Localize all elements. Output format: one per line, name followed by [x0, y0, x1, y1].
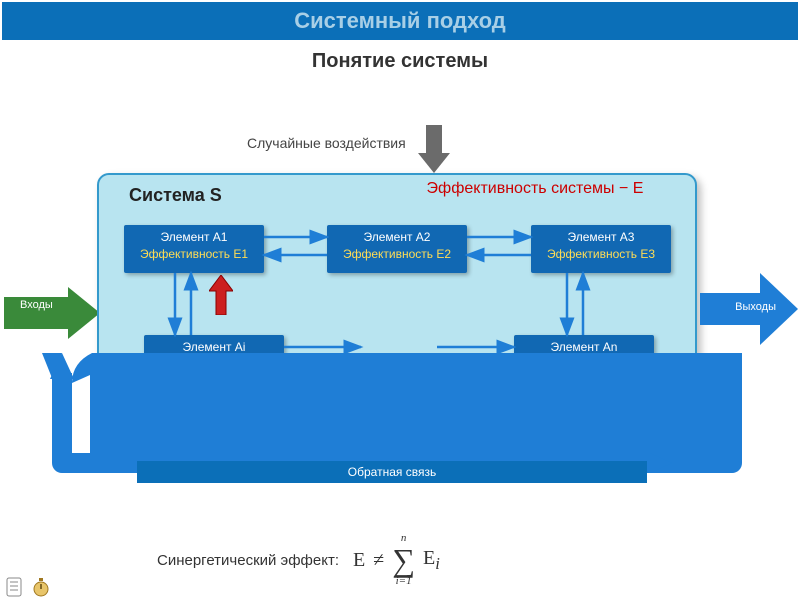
synergy-label: Синергетический эффект:	[157, 552, 339, 569]
input-label: Входы	[20, 299, 53, 311]
title-bar: Системный подход	[2, 2, 798, 40]
formula-lhs: E	[353, 549, 365, 572]
random-influence-label: Случайные воздействия	[247, 135, 406, 151]
down-arrow-icon	[414, 125, 454, 175]
subtitle: Понятие системы	[0, 50, 800, 73]
diagram-canvas: Случайные воздействия Входы Система S Эф…	[2, 73, 798, 593]
element-box: Элемент А1Эффективность Е1	[124, 225, 264, 273]
feedback-label: Обратная связь	[137, 461, 647, 483]
system-label: Система S	[129, 185, 222, 206]
feedback-arrow-icon	[42, 353, 762, 513]
sigma-bot: i=1	[396, 576, 412, 587]
red-up-arrow-icon	[209, 275, 233, 315]
element-box: Элемент А2Эффективность Е2	[327, 225, 467, 273]
element-box: Элемент А3Эффективность Е3	[531, 225, 671, 273]
synergy-row: Синергетический эффект: E ≠ n ∑ i=1 Ei	[157, 533, 440, 587]
output-label: Выходы	[735, 301, 776, 313]
efficiency-label: Эффективность системы − E	[415, 180, 655, 198]
sigma-icon: n ∑ i=1	[392, 533, 415, 587]
notepad-icon	[4, 576, 26, 598]
formula-rhs: Ei	[423, 547, 440, 574]
input-arrow-icon	[4, 283, 104, 343]
formula-neq: ≠	[373, 549, 384, 572]
synergy-formula: E ≠ n ∑ i=1 Ei	[353, 533, 440, 587]
stopwatch-icon	[30, 576, 52, 598]
corner-icons	[4, 576, 52, 598]
